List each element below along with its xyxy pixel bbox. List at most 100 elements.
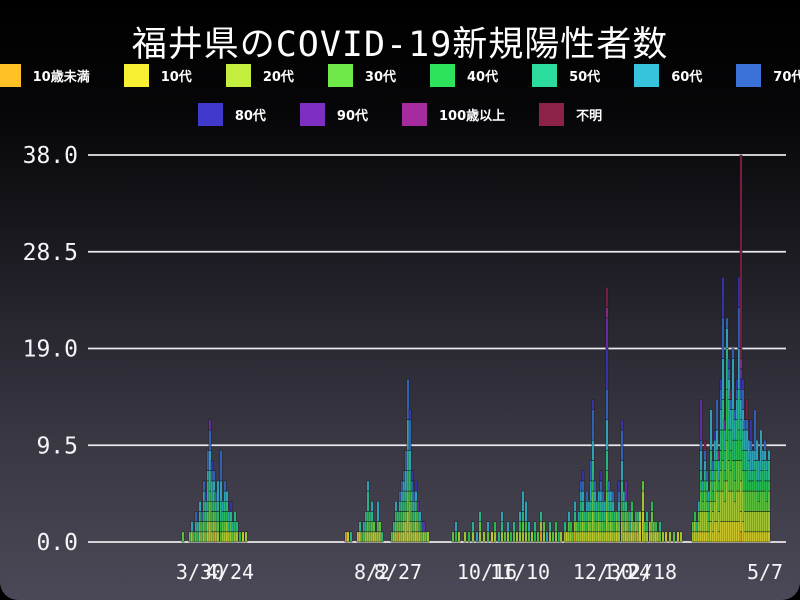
bar-segment (406, 378, 410, 421)
bar-segment (518, 531, 522, 543)
bar-segment (408, 409, 412, 421)
bar-segment (638, 521, 642, 543)
bar-segment (216, 511, 220, 522)
bar-segment (194, 511, 198, 522)
bar-segment (727, 358, 731, 370)
bar-segment (650, 501, 654, 512)
bar-segment (212, 480, 216, 492)
bar-segment (607, 480, 611, 492)
legend-swatch-icon (0, 64, 21, 87)
legend-label: 100歳以上 (439, 109, 506, 124)
bar-segment (745, 419, 749, 431)
bar-segment (225, 490, 229, 502)
bar-segment (493, 521, 497, 533)
bar-segment (767, 480, 771, 492)
x-tick-label: 3/30 (176, 560, 224, 584)
bar-segment (630, 501, 634, 512)
bar-segment (536, 531, 540, 543)
bar-segment (235, 521, 239, 533)
legend-item-9: 90代 (299, 103, 368, 126)
bar-segment (585, 490, 589, 502)
bar-segment (509, 531, 513, 543)
bar-segment (208, 419, 212, 431)
bar-segment (548, 521, 552, 533)
bar-segment (591, 460, 595, 482)
bar-segment (749, 439, 753, 451)
bar-segment (617, 501, 621, 512)
bar-segment (741, 388, 745, 410)
bar-segment (767, 460, 771, 482)
bar-segment (524, 521, 528, 533)
x-tick-label: 1/24 (603, 560, 651, 584)
bar-segment (408, 419, 412, 451)
bar-segment (703, 450, 707, 461)
bar-segment (202, 480, 206, 492)
y-tick-label: 19.0 (23, 337, 78, 363)
bar-segment (233, 511, 237, 522)
legend-swatch-icon (402, 103, 428, 126)
bar-segment (410, 470, 414, 482)
bar-segment (654, 521, 658, 533)
legend-label: 60代 (671, 70, 703, 85)
bar-segment (721, 276, 725, 319)
bar-segment (414, 480, 418, 492)
bar-segment (573, 511, 577, 522)
bar-segment (210, 460, 214, 471)
bar-segment (235, 531, 239, 543)
bar-segment (617, 480, 621, 492)
bar-segment (229, 501, 233, 512)
bar-segment (524, 501, 528, 522)
bar-segment (366, 490, 370, 512)
legend-label: 30代 (364, 70, 396, 85)
bar-segment (521, 511, 525, 522)
legend-swatch-icon (197, 103, 223, 126)
legend-item-3: 30代 (327, 64, 396, 87)
bar-segment (591, 439, 595, 461)
bar-segment (715, 399, 719, 431)
chart-title: 福井県のCOVID-19新規陽性者数 (131, 25, 669, 65)
bar-segment (664, 531, 668, 543)
bar-segment (539, 531, 543, 543)
bar-segment (721, 317, 725, 359)
bar-segment (763, 450, 767, 461)
bar-segment (611, 501, 615, 512)
bar-segment (506, 531, 510, 543)
bar-segment (475, 531, 479, 543)
bar-segment (581, 501, 585, 512)
bar-segment (605, 348, 609, 390)
bar-segment (645, 531, 649, 543)
bar-segment (573, 501, 577, 512)
bar-segment (497, 531, 501, 543)
bar-segment (366, 480, 370, 492)
bar-segment (611, 490, 615, 502)
bar-segment (605, 317, 609, 349)
bar-segment (703, 460, 707, 471)
legend-item-1: 10代 (123, 64, 192, 87)
bar-segment (500, 531, 504, 543)
bar-segment (478, 511, 482, 522)
bar-segment (620, 419, 624, 431)
bar-segment (605, 307, 609, 319)
bar-segment (190, 521, 194, 533)
bar-segment (181, 531, 185, 543)
legend-swatch-icon (532, 64, 558, 87)
bar-segment (620, 429, 624, 461)
bar-segment (739, 358, 743, 370)
bar-segment (605, 388, 609, 421)
bar-segment (454, 521, 458, 533)
bar-segment (727, 368, 731, 380)
bar-segment (755, 439, 759, 461)
legend-item-8: 80代 (197, 103, 266, 126)
bar-segment (658, 521, 662, 533)
bar-segment (559, 531, 563, 543)
bar-segment (451, 531, 455, 543)
bar-segment (699, 439, 703, 451)
bar-segment (410, 480, 414, 492)
legend-label: 不明 (576, 109, 603, 124)
bar-segment (676, 531, 680, 543)
legend-item-6: 60代 (634, 64, 702, 87)
legend-swatch-icon (225, 64, 251, 87)
bar-segment (223, 480, 227, 492)
bar-segment (500, 511, 504, 522)
